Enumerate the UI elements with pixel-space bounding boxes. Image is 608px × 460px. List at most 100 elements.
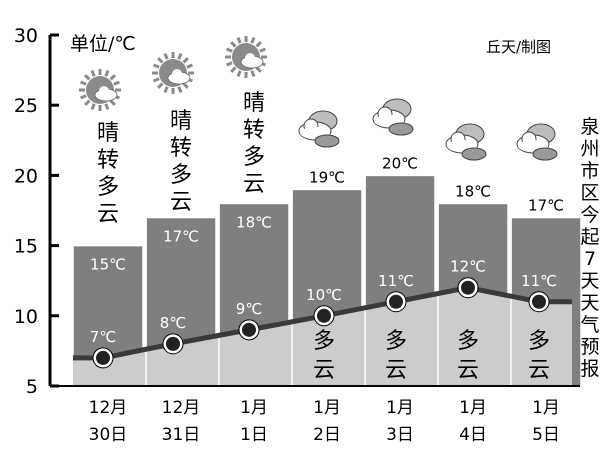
sun-ray	[250, 37, 256, 44]
x-label-day: 5日	[532, 425, 560, 445]
sun-ray	[90, 70, 96, 77]
low-temp-marker-dot	[461, 280, 475, 295]
temperature-bands	[72, 35, 582, 387]
low-temp-label: 11℃	[378, 272, 414, 290]
lower-cloud	[388, 122, 414, 136]
lower-cloud	[314, 134, 340, 148]
sun-ray	[255, 66, 262, 73]
cloud-icon	[298, 110, 340, 148]
x-label-month: 12月	[89, 398, 128, 418]
y-tick-label: 5	[26, 376, 38, 398]
sun-ray	[250, 70, 256, 77]
high-temp-label: 18℃	[455, 182, 491, 200]
x-label-day: 1日	[240, 425, 268, 445]
weather-text: 晴转多云	[243, 91, 265, 197]
x-label-day: 4日	[459, 425, 487, 445]
sun-ray	[104, 70, 110, 77]
weather-text: 晴转多云	[170, 109, 192, 215]
low-temp-marker-dot	[317, 308, 331, 323]
sun-ray	[80, 94, 87, 100]
chart-title: 泉州市区今起 7 天天气预报	[580, 116, 599, 380]
y-tick-label: 10	[14, 306, 38, 328]
small-cloud-puff	[99, 86, 109, 96]
low-temp-marker-dot	[96, 350, 110, 365]
sun-ray	[163, 53, 169, 60]
x-axis-labels: 12月 30日 12月 31日 1月 1日 1月 2日 1月 3日 1月 4日 1月 5日	[89, 398, 560, 445]
low-temp-label: 10℃	[306, 286, 342, 304]
y-tick-label: 25	[14, 95, 38, 117]
sun-ray	[226, 47, 233, 53]
small-cloud-puff	[172, 69, 182, 79]
weather-icons	[79, 36, 558, 161]
credit-label: 丘天/制图	[486, 38, 551, 56]
y-tick-label: 15	[14, 236, 38, 258]
low-temp-label: 8℃	[160, 314, 186, 332]
weather-text: 晴转多云	[97, 121, 119, 227]
low-temp-marker-dot	[166, 336, 180, 351]
low-temp-area	[73, 287, 572, 386]
x-label-month: 1月	[313, 398, 341, 418]
sun-ray	[157, 82, 164, 89]
low-temp-label: 9℃	[236, 300, 262, 318]
sun-ray	[109, 74, 116, 81]
sun-ray	[182, 57, 189, 64]
high-temp-label: 15℃	[90, 256, 126, 274]
sun-ray	[177, 53, 183, 60]
sun-cloud-icon	[225, 36, 267, 78]
y-tick-label: 20	[14, 165, 38, 187]
lower-cloud	[532, 147, 558, 161]
high-temp-label: 20℃	[382, 154, 418, 172]
unit-label: 单位/℃	[70, 33, 136, 55]
sun-ray	[109, 99, 116, 106]
low-temp-marker-dot	[242, 322, 256, 337]
low-temp-label: 11℃	[521, 272, 557, 290]
sun-ray	[230, 66, 237, 73]
low-temp-label: 7℃	[90, 328, 116, 346]
low-temperature-line	[73, 277, 572, 369]
sun-ray	[163, 86, 169, 93]
sun-ray	[90, 103, 96, 110]
sun-ray	[153, 63, 160, 69]
y-tick-label: 30	[14, 25, 38, 47]
sun-ray	[259, 47, 266, 53]
sun-ray	[157, 57, 164, 64]
sun-cloud-icon	[152, 52, 194, 94]
sun-ray	[84, 99, 91, 106]
sun-ray	[153, 77, 160, 83]
weather-text: 多云	[385, 329, 407, 383]
cloud-icon	[372, 98, 414, 136]
lower-cloud	[461, 147, 487, 161]
sun-ray	[104, 103, 110, 110]
x-label-month: 12月	[162, 398, 201, 418]
low-temp-marker-dot	[389, 294, 403, 309]
x-label-month: 1月	[459, 398, 487, 418]
sun-ray	[255, 41, 262, 48]
x-label-day: 30日	[89, 425, 128, 445]
small-cloud-puff	[245, 53, 255, 63]
sun-ray	[236, 70, 242, 77]
sun-ray	[236, 37, 242, 44]
x-label-day: 31日	[162, 425, 201, 445]
cloud-icon	[516, 123, 558, 161]
sun-ray	[177, 86, 183, 93]
x-label-month: 1月	[532, 398, 560, 418]
sun-ray	[182, 82, 189, 89]
sun-ray	[230, 41, 237, 48]
x-label-month: 1月	[240, 398, 268, 418]
sun-ray	[226, 61, 233, 67]
sun-ray	[84, 74, 91, 81]
sun-ray	[186, 63, 193, 69]
x-label-day: 2日	[313, 425, 341, 445]
high-temp-label: 17℃	[528, 197, 564, 215]
weather-text: 多云	[457, 329, 479, 383]
cloud-icon	[445, 123, 487, 161]
high-temp-label: 17℃	[163, 228, 199, 246]
sun-ray	[80, 80, 87, 86]
x-label-day: 3日	[386, 425, 414, 445]
weather-text: 多云	[528, 329, 550, 383]
low-temp-label: 12℃	[450, 258, 486, 276]
sun-ray	[113, 80, 120, 86]
low-temp-marker-dot	[532, 294, 546, 309]
